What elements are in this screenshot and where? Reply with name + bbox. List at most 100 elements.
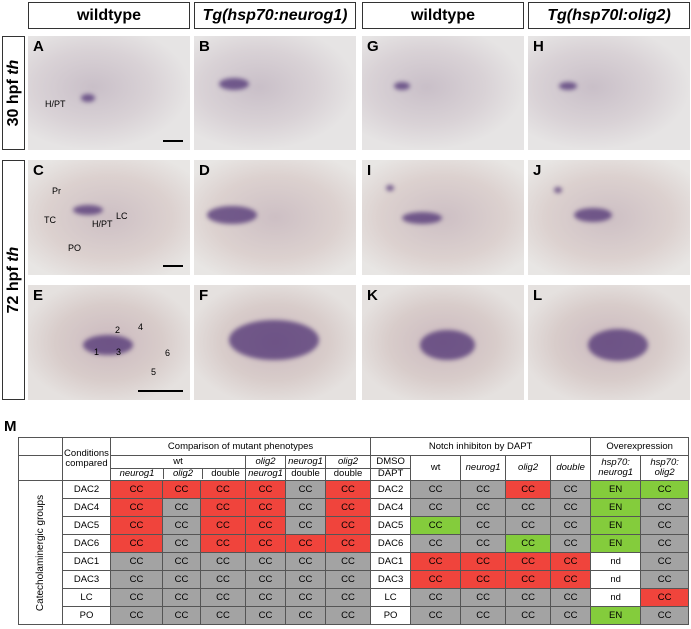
stain xyxy=(574,208,612,222)
empty-cell xyxy=(18,437,63,456)
result-cell: CC xyxy=(410,480,462,499)
conditions-header: Conditions compared xyxy=(62,437,111,481)
table-row: LC CC CC CC CC CC CC LC CC CC CC CC nd CC xyxy=(19,588,690,607)
result-cell: CC xyxy=(245,588,286,607)
image-panel: D xyxy=(194,160,356,275)
table-row: PO CC CC CC CC CC CC PO CC CC CC CC EN CC xyxy=(19,606,690,625)
result-cell: CC xyxy=(200,498,246,517)
row-name: DAC6 xyxy=(370,534,412,553)
result-cell: CC xyxy=(162,570,201,589)
result-cell: CC xyxy=(285,588,326,607)
result-cell: CC xyxy=(550,570,592,589)
result-cell: CC xyxy=(640,570,690,589)
row-label: 72 hpf th xyxy=(2,160,25,400)
table-row: DAC3 CC CC CC CC CC CC DAC3 CC CC CC CC nd CC xyxy=(19,570,690,589)
result-cell: CC xyxy=(550,480,592,499)
column-header: double xyxy=(550,455,592,481)
result-cell: CC xyxy=(110,534,163,553)
stage: 30 hpf xyxy=(4,79,22,127)
header-text: double xyxy=(326,468,371,479)
header-text: Conditions xyxy=(64,448,109,459)
stain xyxy=(588,329,648,361)
group-header: Overexpression xyxy=(590,437,690,456)
stain xyxy=(554,187,562,193)
result-cell: CC xyxy=(285,516,326,535)
result-cell: CC xyxy=(245,552,286,571)
result-cell: CC xyxy=(550,534,592,553)
result-cell: CC xyxy=(200,588,246,607)
result-cell: CC xyxy=(285,534,326,553)
image-panel: H xyxy=(528,36,690,150)
header-text: neurog1 xyxy=(598,467,634,478)
scale-bar xyxy=(163,140,183,142)
result-cell: CC xyxy=(110,570,163,589)
row-name: DAC2 xyxy=(370,480,412,499)
table-row: DAC4 CC CC CC CC CC CC DAC4 CC CC CC CC EN CC xyxy=(19,498,690,517)
stain xyxy=(386,185,394,191)
column-header: wildtype xyxy=(362,2,524,29)
scale-bar xyxy=(163,265,183,267)
result-cell: CC xyxy=(200,516,246,535)
empty-cell xyxy=(18,455,63,481)
result-cell: CC xyxy=(110,588,163,607)
image-panel: G xyxy=(362,36,524,150)
stain xyxy=(229,320,319,360)
result-cell: EN xyxy=(590,480,642,499)
header-text: hsp70: xyxy=(601,457,630,468)
header-text: olig2 xyxy=(164,469,203,479)
result-cell: CC xyxy=(550,606,592,625)
column-header: hsp70: olig2 xyxy=(640,455,690,481)
panel-letter: K xyxy=(367,287,378,304)
result-cell: CC xyxy=(460,552,507,571)
panel-letter: C xyxy=(33,162,44,179)
panel-letter: E xyxy=(33,287,44,304)
result-cell: CC xyxy=(550,588,592,607)
result-cell: CC xyxy=(505,534,552,553)
result-cell: CC xyxy=(162,534,201,553)
row-label-text: 72 hpf th xyxy=(5,247,23,314)
header-text: olig2 xyxy=(338,456,359,467)
result-cell: CC xyxy=(460,498,507,517)
row-name: DAC1 xyxy=(62,552,111,571)
column-header: wildtype xyxy=(28,2,190,29)
image-panel: L xyxy=(528,285,690,400)
result-cell: CC xyxy=(324,516,372,535)
result-cell: CC xyxy=(410,606,462,625)
annotation: 3 xyxy=(116,347,122,357)
annotation: TC xyxy=(44,215,56,225)
row-name: DAC3 xyxy=(62,570,111,589)
result-cell: nd xyxy=(590,552,642,571)
table-row: DAC6 CC CC CC CC CC CC DAC6 CC CC CC CC EN CC xyxy=(19,534,690,553)
result-cell: CC xyxy=(245,570,286,589)
row-name: LC xyxy=(370,588,412,607)
stain xyxy=(394,82,410,90)
stain xyxy=(207,206,257,224)
header-text: neurog1 xyxy=(111,469,164,479)
table-row: wt neurog1 olig2 double olig2 neurog1 neurog1 d… xyxy=(18,455,690,481)
column-header: neurog1 double xyxy=(285,455,326,481)
result-cell: CC xyxy=(162,606,201,625)
annotation: H/PT xyxy=(92,219,113,229)
result-cell: CC xyxy=(505,606,552,625)
row-label-text: 30 hpf th xyxy=(5,60,23,127)
header-text: compared xyxy=(65,458,108,469)
panel-letter: H xyxy=(533,38,544,55)
result-cell: CC xyxy=(410,552,462,571)
result-cell: CC xyxy=(110,480,163,499)
result-cell: CC xyxy=(162,588,201,607)
result-cell: CC xyxy=(460,588,507,607)
row-name: PO xyxy=(62,606,111,625)
annotation: 4 xyxy=(138,322,144,332)
row-group-text: Catecholaminergic groups xyxy=(34,494,46,611)
row-name: DAC1 xyxy=(370,552,412,571)
result-cell: CC xyxy=(640,552,690,571)
subheader: neurog1 olig2 double xyxy=(111,468,245,479)
result-cell: CC xyxy=(460,570,507,589)
result-cell: CC xyxy=(200,534,246,553)
gene: th xyxy=(4,59,22,75)
stain xyxy=(419,330,475,360)
header-text: neurog1 xyxy=(246,468,285,479)
result-cell: CC xyxy=(505,480,552,499)
column-header: wt neurog1 olig2 double xyxy=(110,455,246,481)
result-cell: CC xyxy=(324,498,372,517)
